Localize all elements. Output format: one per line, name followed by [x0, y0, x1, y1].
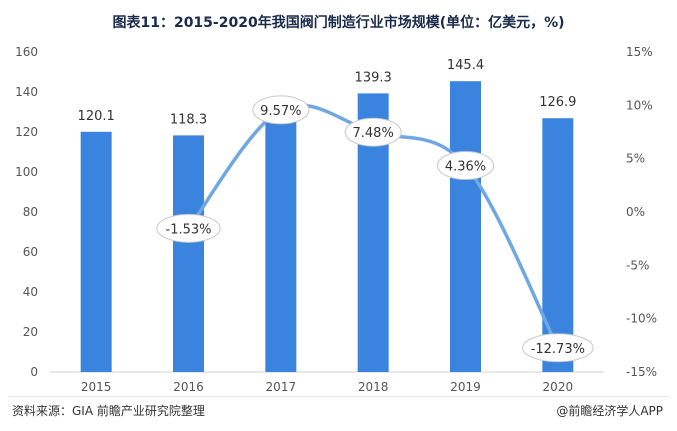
x-tick-label: 2015	[81, 380, 112, 394]
y2-tick-label: 5%	[626, 152, 645, 166]
y2-tick-label: 15%	[626, 45, 653, 59]
y-tick-label: 120	[15, 125, 38, 139]
line-value-label: -1.53%	[166, 222, 212, 237]
y2-tick-label: -15%	[626, 365, 657, 379]
bar	[450, 81, 481, 372]
y-tick-label: 100	[15, 165, 38, 179]
source-note: 资料来源：GIA 前瞻产业研究院整理	[12, 404, 205, 418]
y2-tick-label: 0%	[626, 205, 645, 219]
chart-title: 图表11：2015-2020年我国阀门制造行业市场规模(单位：亿美元，%)	[112, 15, 565, 31]
x-tick-label: 2016	[173, 380, 204, 394]
y2-tick-label: 10%	[626, 98, 653, 112]
bar-value-label: 120.1	[78, 109, 115, 124]
y2-tick-label: -10%	[626, 312, 657, 326]
footer-divider	[8, 396, 669, 397]
x-tick-label: 2017	[266, 380, 297, 394]
line-label-bubble	[344, 117, 402, 147]
y2-tick-label: -5%	[626, 258, 649, 272]
brand-note: @前瞻经济学人APP	[556, 404, 663, 418]
y-tick-label: 80	[23, 205, 38, 219]
line-label-bubble	[252, 95, 310, 125]
bar-value-label: 145.4	[447, 58, 484, 73]
y-tick-label: 140	[15, 85, 38, 99]
bar-value-label: 126.9	[539, 95, 576, 110]
x-tick-label: 2019	[450, 380, 481, 394]
line-value-label: -12.73%	[531, 342, 585, 357]
bar	[173, 135, 204, 372]
y-tick-label: 40	[23, 285, 38, 299]
bar	[80, 131, 112, 372]
line-value-label: 7.48%	[353, 126, 394, 141]
x-tick-label: 2020	[543, 380, 574, 394]
bar-value-label: 139.3	[355, 70, 392, 85]
bar-value-label: 118.3	[170, 112, 207, 127]
line-label-bubble	[156, 213, 221, 243]
y-tick-label: 60	[23, 245, 38, 259]
y-tick-label: 160	[15, 45, 38, 59]
x-tick-label: 2018	[358, 380, 389, 394]
line-label-bubble	[522, 333, 594, 363]
y-tick-label: 0	[30, 365, 38, 379]
bar	[265, 113, 297, 372]
line-value-label: 9.57%	[260, 104, 301, 119]
line-label-bubble	[437, 150, 494, 180]
y-tick-label: 20	[23, 325, 38, 339]
line-value-label: 4.36%	[445, 159, 486, 174]
